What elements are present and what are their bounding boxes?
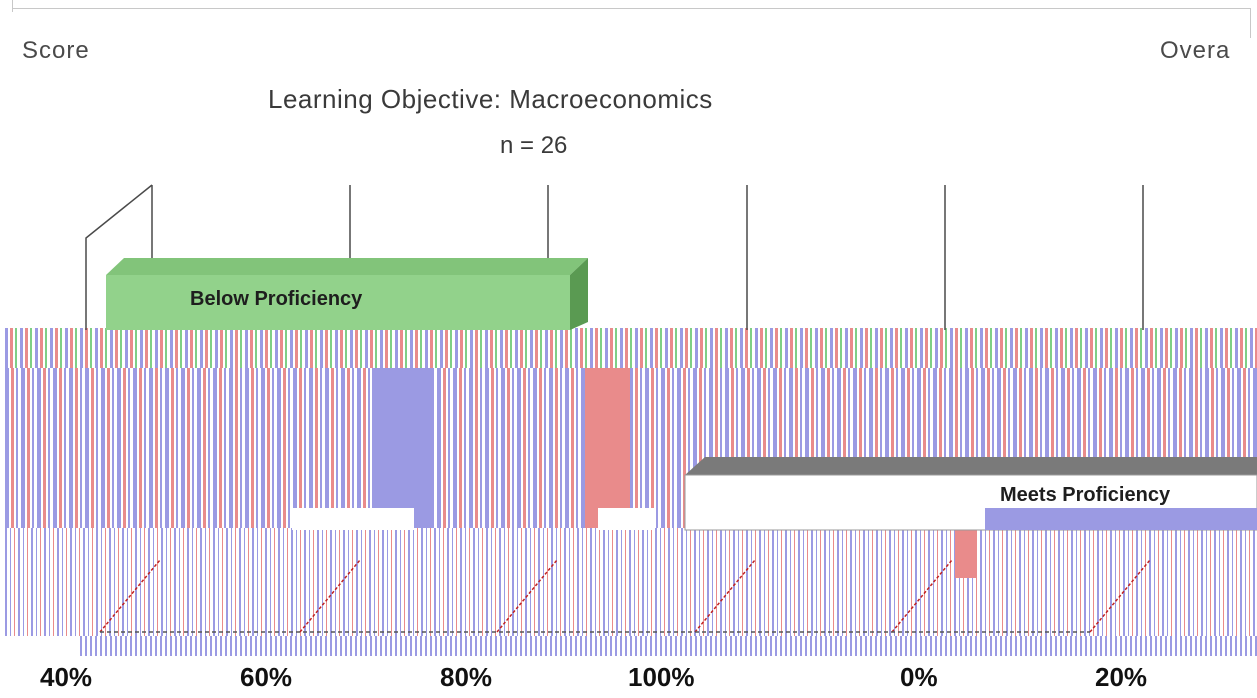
bar-label-below-proficiency: Below Proficiency [190,288,363,310]
x-tick-label: 40% [40,662,93,692]
floor-ticks [99,559,1151,633]
bar-meets-top [685,457,1257,475]
chart-subtitle: n = 26 [500,132,568,159]
frame-left-line [12,0,13,12]
back-wall-face [87,240,109,328]
stripe-band-base [80,636,1257,656]
floor-tick [891,559,953,633]
bar-below-top [106,258,588,275]
floor-tick [496,559,558,633]
chart-title: Learning Objective: Macroeconomics [268,84,713,114]
floor-tick [1089,559,1151,633]
bar-meets-shade [985,508,1257,530]
floor-tick [694,559,756,633]
frame-right-line [1250,8,1251,38]
bar-below-front [106,275,570,330]
header-score-label: Score [22,37,90,64]
solid-block-periwinkle [372,368,432,528]
x-tick-label: 0% [900,662,938,692]
x-tick-label: 100% [628,662,695,692]
x-tick-label: 80% [440,662,493,692]
solid-block-salmon-right [955,530,977,578]
bar-below-side [570,258,588,330]
bar-label-meets-proficiency: Meets Proficiency [1000,484,1171,506]
stripe-band-lower [5,528,1257,636]
back-wall-edge [85,184,153,330]
solid-block-white-right [598,508,654,530]
solid-block-white-left [292,508,414,530]
frame-top-line [12,8,1250,9]
floor-tick [99,559,161,633]
bar-below-proficiency [106,258,588,330]
x-tick-label: 60% [240,662,293,692]
solid-block-salmon [585,368,630,528]
x-tick-label: 20% [1095,662,1148,692]
stripe-band-upper [5,328,1257,368]
bar-meets-proficiency [684,457,1257,531]
floor-tick [299,559,361,633]
header-overall-label: Overa [1160,37,1231,64]
